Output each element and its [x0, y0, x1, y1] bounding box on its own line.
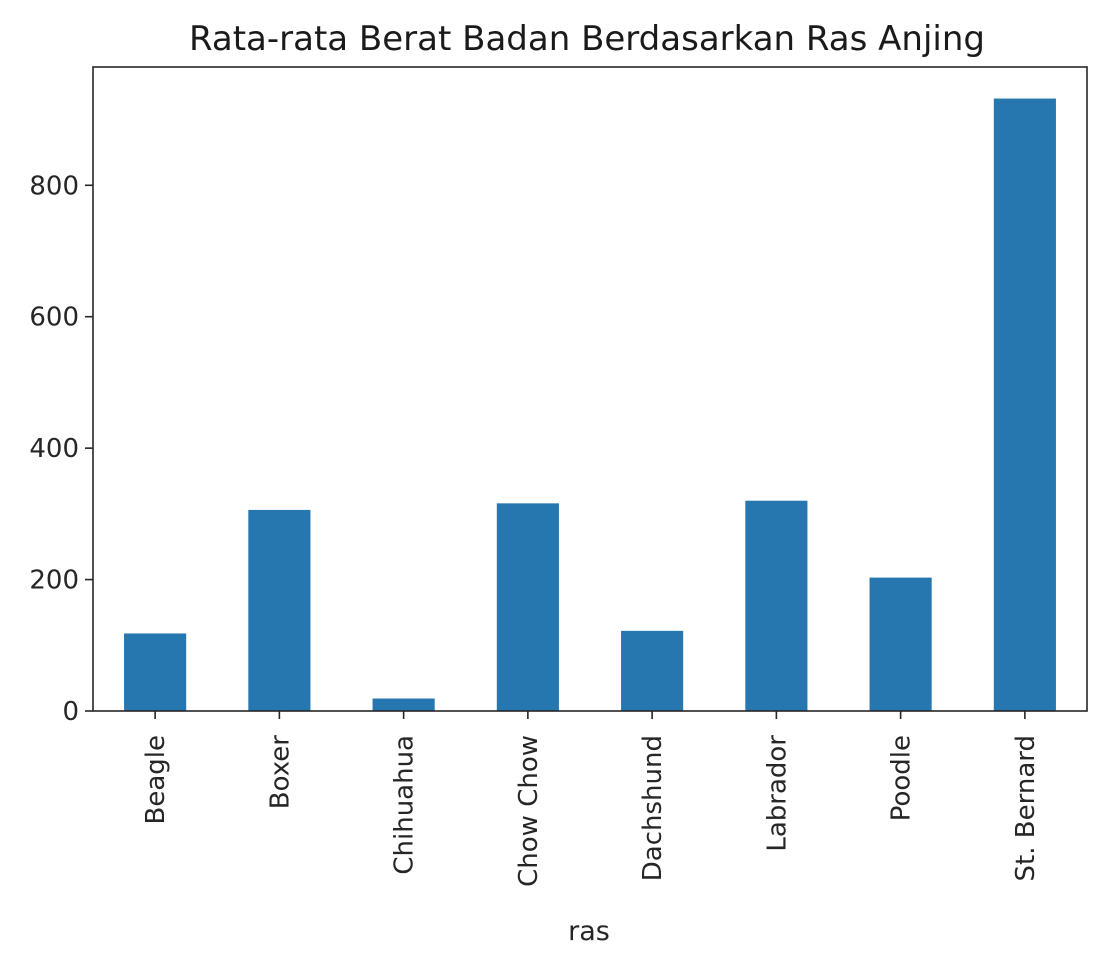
bar-dachshund [621, 630, 684, 711]
chart-title: Rata-rata Berat Badan Berdasarkan Ras An… [189, 19, 985, 59]
y-tick-label: 0 [62, 697, 79, 727]
y-tick-label: 400 [29, 434, 79, 464]
y-tick-label: 800 [29, 171, 79, 201]
bar-st-bernard [993, 98, 1056, 712]
x-axis-label: ras [568, 916, 610, 947]
x-tick-label: Labrador [762, 735, 792, 852]
x-tick-label: St. Bernard [1011, 735, 1041, 881]
x-axis: Beagle Boxer Chihuahua Chow Chow Dachshund La… [141, 711, 1041, 887]
bar-boxer [248, 509, 311, 711]
y-axis: 0 200 400 600 800 [29, 171, 93, 727]
bar-beagle [124, 633, 187, 711]
x-tick-label: Poodle [887, 735, 917, 821]
bar-labrador [745, 500, 808, 711]
x-tick-label: Boxer [265, 735, 295, 810]
y-tick-label: 600 [29, 303, 79, 333]
x-tick-label: Dachshund [638, 735, 668, 881]
x-tick-label: Chihuahua [390, 735, 420, 875]
x-tick-label: Beagle [141, 735, 171, 825]
bar-chow-chow [496, 503, 559, 711]
bar-chihuahua [372, 698, 435, 711]
y-tick-label: 200 [29, 566, 79, 596]
bar-poodle [869, 577, 932, 711]
x-tick-label: Chow Chow [514, 735, 544, 887]
plot-frame [92, 66, 1088, 712]
bars-group [124, 98, 1056, 712]
